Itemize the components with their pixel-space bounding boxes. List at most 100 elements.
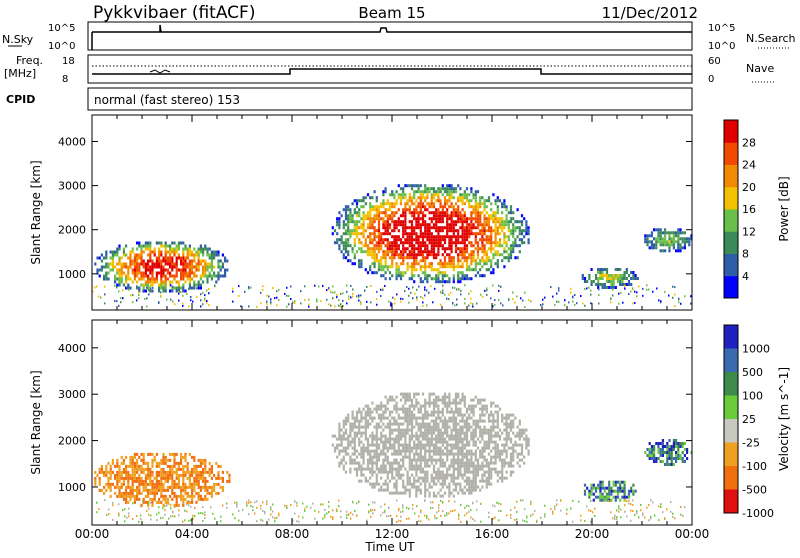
echo-cell	[435, 411, 437, 414]
echo-cell	[602, 274, 604, 277]
echo-cell	[597, 280, 599, 283]
echo-cell	[213, 474, 215, 477]
echo-cell	[400, 214, 402, 217]
echo-cell	[462, 247, 464, 250]
echo-cell	[426, 238, 428, 241]
echo-cell	[176, 483, 178, 486]
echo-cell	[376, 432, 378, 435]
clutter-cell	[232, 301, 234, 303]
date-label: 11/Dec/2012	[602, 4, 698, 22]
echo-cell	[151, 278, 153, 281]
echo-cell	[462, 235, 464, 238]
echo-cell	[127, 266, 129, 269]
echo-cell	[519, 435, 521, 438]
echo-cell	[341, 462, 343, 465]
echo-cell	[110, 495, 112, 498]
echo-cell	[619, 499, 621, 502]
clutter-cell	[276, 304, 278, 306]
echo-cell	[424, 453, 426, 456]
echo-cell	[435, 274, 437, 277]
echo-cell	[459, 187, 461, 190]
echo-cell	[338, 244, 340, 247]
echo-cell	[345, 208, 347, 211]
echo-cell	[457, 211, 459, 214]
echo-cell	[477, 253, 479, 256]
echo-cell	[149, 483, 151, 486]
echo-cell	[486, 241, 488, 244]
echo-cell	[613, 280, 615, 283]
echo-cell	[424, 408, 426, 411]
echo-cell	[374, 226, 376, 229]
echo-cell	[156, 281, 158, 284]
echo-cell	[176, 287, 178, 290]
echo-cell	[442, 238, 444, 241]
echo-cell	[621, 280, 623, 283]
echo-cell	[426, 208, 428, 211]
echo-cell	[409, 441, 411, 444]
echo-cell	[466, 247, 468, 250]
echo-cell	[151, 474, 153, 477]
echo-cell	[338, 462, 340, 465]
echo-cell	[473, 208, 475, 211]
echo-cell	[466, 426, 468, 429]
echo-cell	[167, 245, 169, 248]
echo-cell	[429, 396, 431, 399]
echo-cell	[462, 196, 464, 199]
clutter-cell	[196, 287, 198, 289]
echo-cell	[123, 462, 125, 465]
echo-cell	[200, 287, 202, 290]
echo-cell	[356, 411, 358, 414]
echo-cell	[112, 483, 114, 486]
clutter-cell	[672, 286, 674, 288]
clutter-cell	[442, 290, 444, 292]
echo-cell	[440, 202, 442, 205]
echo-cell	[382, 274, 384, 277]
echo-cell	[147, 245, 149, 248]
echo-cell	[657, 448, 659, 451]
echo-cell	[165, 248, 167, 251]
echo-cell	[347, 444, 349, 447]
echo-cell	[437, 241, 439, 244]
echo-cell	[396, 486, 398, 489]
echo-cell	[677, 246, 679, 249]
echo-cell	[682, 240, 684, 243]
echo-cell	[462, 447, 464, 450]
echo-cell	[396, 429, 398, 432]
echo-cell	[354, 423, 356, 426]
echo-cell	[462, 199, 464, 202]
echo-cell	[371, 226, 373, 229]
echo-cell	[442, 450, 444, 453]
echo-cell	[479, 274, 481, 277]
echo-cell	[424, 187, 426, 190]
echo-cell	[138, 263, 140, 266]
echo-cell	[457, 208, 459, 211]
echo-cell	[187, 462, 189, 465]
clutter-cell	[588, 287, 590, 289]
echo-cell	[167, 486, 169, 489]
echo-cell	[391, 214, 393, 217]
echo-cell	[675, 234, 677, 237]
echo-cell	[158, 263, 160, 266]
clutter-cell	[146, 297, 148, 299]
echo-cell	[455, 459, 457, 462]
echo-cell	[457, 235, 459, 238]
echo-cell	[365, 217, 367, 220]
echo-cell	[352, 229, 354, 232]
echo-cell	[484, 199, 486, 202]
echo-cell	[121, 474, 123, 477]
echo-cell	[593, 499, 595, 502]
echo-cell	[415, 459, 417, 462]
clutter-cell	[270, 301, 272, 303]
echo-cell	[165, 471, 167, 474]
echo-cell	[484, 220, 486, 223]
echo-cell	[107, 477, 109, 480]
echo-cell	[464, 456, 466, 459]
echo-cell	[385, 223, 387, 226]
echo-cell	[431, 211, 433, 214]
echo-cell	[512, 444, 514, 447]
echo-cell	[444, 426, 446, 429]
echo-cell	[462, 426, 464, 429]
echo-cell	[444, 483, 446, 486]
echo-cell	[424, 480, 426, 483]
echo-cell	[492, 247, 494, 250]
